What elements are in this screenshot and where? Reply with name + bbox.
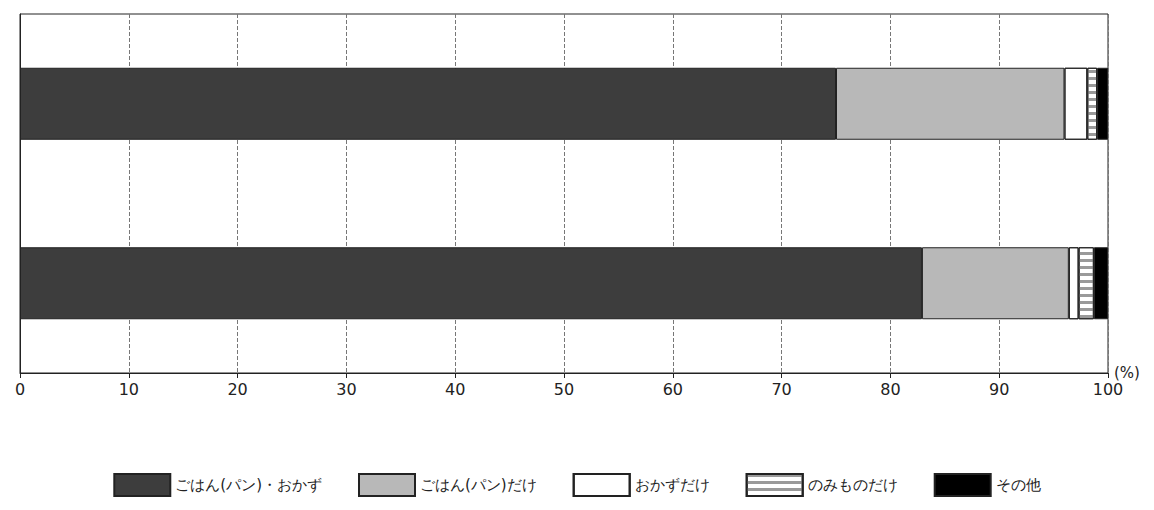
svg-text:100: 100 bbox=[1093, 380, 1124, 399]
svg-text:10: 10 bbox=[119, 380, 139, 399]
svg-text:60: 60 bbox=[663, 380, 683, 399]
svg-text:70: 70 bbox=[771, 380, 791, 399]
svg-text:90: 90 bbox=[989, 380, 1009, 399]
svg-text:40: 40 bbox=[445, 380, 465, 399]
svg-text:50: 50 bbox=[554, 380, 574, 399]
svg-text:ごはん(パン)・おかず: ごはん(パン)・おかず bbox=[175, 476, 322, 494]
svg-text:のみものだけ: のみものだけ bbox=[808, 476, 898, 494]
svg-text:20: 20 bbox=[227, 380, 247, 399]
svg-text:ごはん(パン)だけ: ごはん(パン)だけ bbox=[420, 476, 537, 494]
svg-text:おかずだけ: おかずだけ bbox=[635, 476, 710, 494]
svg-text:0: 0 bbox=[15, 380, 25, 399]
svg-text:30: 30 bbox=[336, 380, 356, 399]
svg-text:80: 80 bbox=[880, 380, 900, 399]
svg-text:その他: その他 bbox=[996, 476, 1041, 494]
